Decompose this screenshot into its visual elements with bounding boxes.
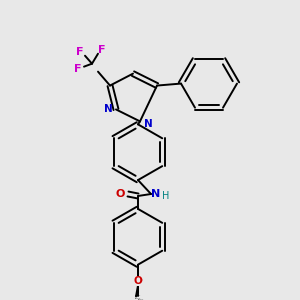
Text: F: F (98, 45, 106, 55)
Text: O: O (134, 276, 142, 286)
Text: methoxy: methoxy (138, 299, 144, 300)
Text: N: N (103, 104, 112, 114)
Text: F: F (76, 47, 84, 57)
Text: N: N (152, 189, 160, 199)
Text: H: H (162, 191, 170, 201)
Text: O: O (115, 189, 125, 199)
Text: N: N (144, 119, 152, 129)
Text: methoxy: methoxy (135, 295, 141, 296)
Text: F: F (74, 64, 82, 74)
Text: methoxy: methoxy (135, 298, 141, 299)
Text: O: O (134, 276, 142, 286)
